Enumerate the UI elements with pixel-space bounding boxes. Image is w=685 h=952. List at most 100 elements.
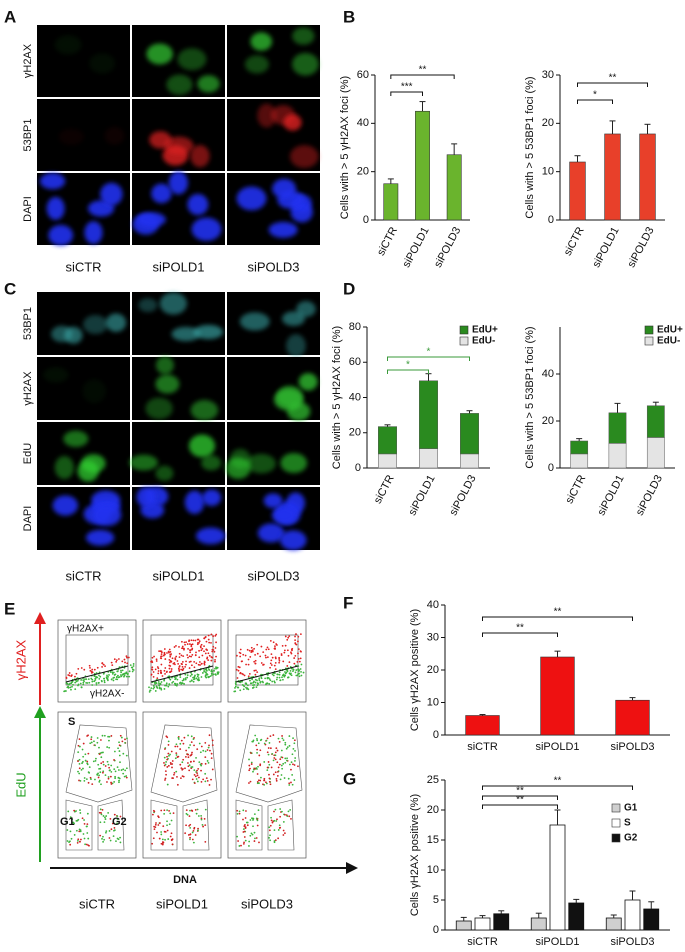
event [120,769,123,771]
event [248,782,250,784]
event [91,680,94,683]
event [87,837,90,840]
event [167,685,170,688]
event [110,735,113,737]
event [268,829,271,832]
event [177,667,180,670]
event [248,758,250,761]
event [153,655,155,658]
event [160,687,162,690]
event [290,674,293,677]
event [293,662,296,665]
y-tick-label: 0 [363,214,369,226]
event [195,651,197,654]
nucleus [177,48,207,71]
event [294,639,297,642]
event [289,670,292,672]
event [78,745,81,748]
event [170,750,173,753]
nucleus [283,114,302,131]
event [165,684,168,686]
event [102,840,104,843]
event [256,751,258,754]
event [72,683,74,686]
event [265,782,268,785]
event [203,817,206,820]
event [166,652,168,654]
event [300,663,303,666]
event [170,819,173,822]
event [118,777,121,780]
event [253,680,255,683]
event [245,810,247,812]
event [278,740,281,743]
event [269,747,272,750]
event [100,813,103,816]
event [185,641,187,643]
event [247,675,250,678]
event [127,656,130,659]
event [175,752,178,755]
event [156,677,159,680]
event [167,744,170,746]
nucleus [104,126,125,145]
event [160,655,162,658]
event [83,779,86,782]
event [164,770,167,773]
event [275,778,278,780]
event [263,777,266,780]
event [272,759,275,762]
event [152,676,155,678]
event [191,831,194,834]
event [257,809,260,812]
event [198,649,200,652]
threshold [65,665,129,683]
y-tick-label: 15 [427,834,439,846]
event [211,739,214,742]
event [196,772,199,775]
event [288,672,291,675]
event [279,778,282,781]
event [193,744,195,747]
y-tick-label: 10 [427,864,439,876]
event [189,823,192,826]
event [247,688,250,691]
event [103,734,106,737]
event [168,661,171,664]
event [259,749,262,752]
gate-label: γH2AX+ [67,624,104,635]
event [207,676,210,678]
event [252,825,254,828]
event [298,660,301,663]
event [242,842,245,845]
event [94,744,96,747]
event [249,780,252,783]
nucleus [168,171,189,195]
event [263,742,266,745]
event [105,830,108,833]
event [210,672,213,675]
event [158,687,161,690]
event [104,665,106,667]
event [266,656,269,659]
event [204,841,207,843]
event [188,764,191,767]
event [176,745,179,748]
event [284,832,286,835]
significance-label: *** [401,82,413,93]
event [253,647,256,650]
event [270,659,273,662]
event [82,681,85,684]
event [264,677,267,680]
event [125,776,128,779]
nucleus [195,527,226,545]
nucleus [257,103,277,128]
event [186,674,189,677]
column-label: siCTR [65,259,101,274]
event [176,660,179,662]
event [282,660,285,663]
nucleus [271,506,297,525]
y-tick-label: 60 [357,69,369,81]
event [272,734,275,736]
event [119,841,122,844]
